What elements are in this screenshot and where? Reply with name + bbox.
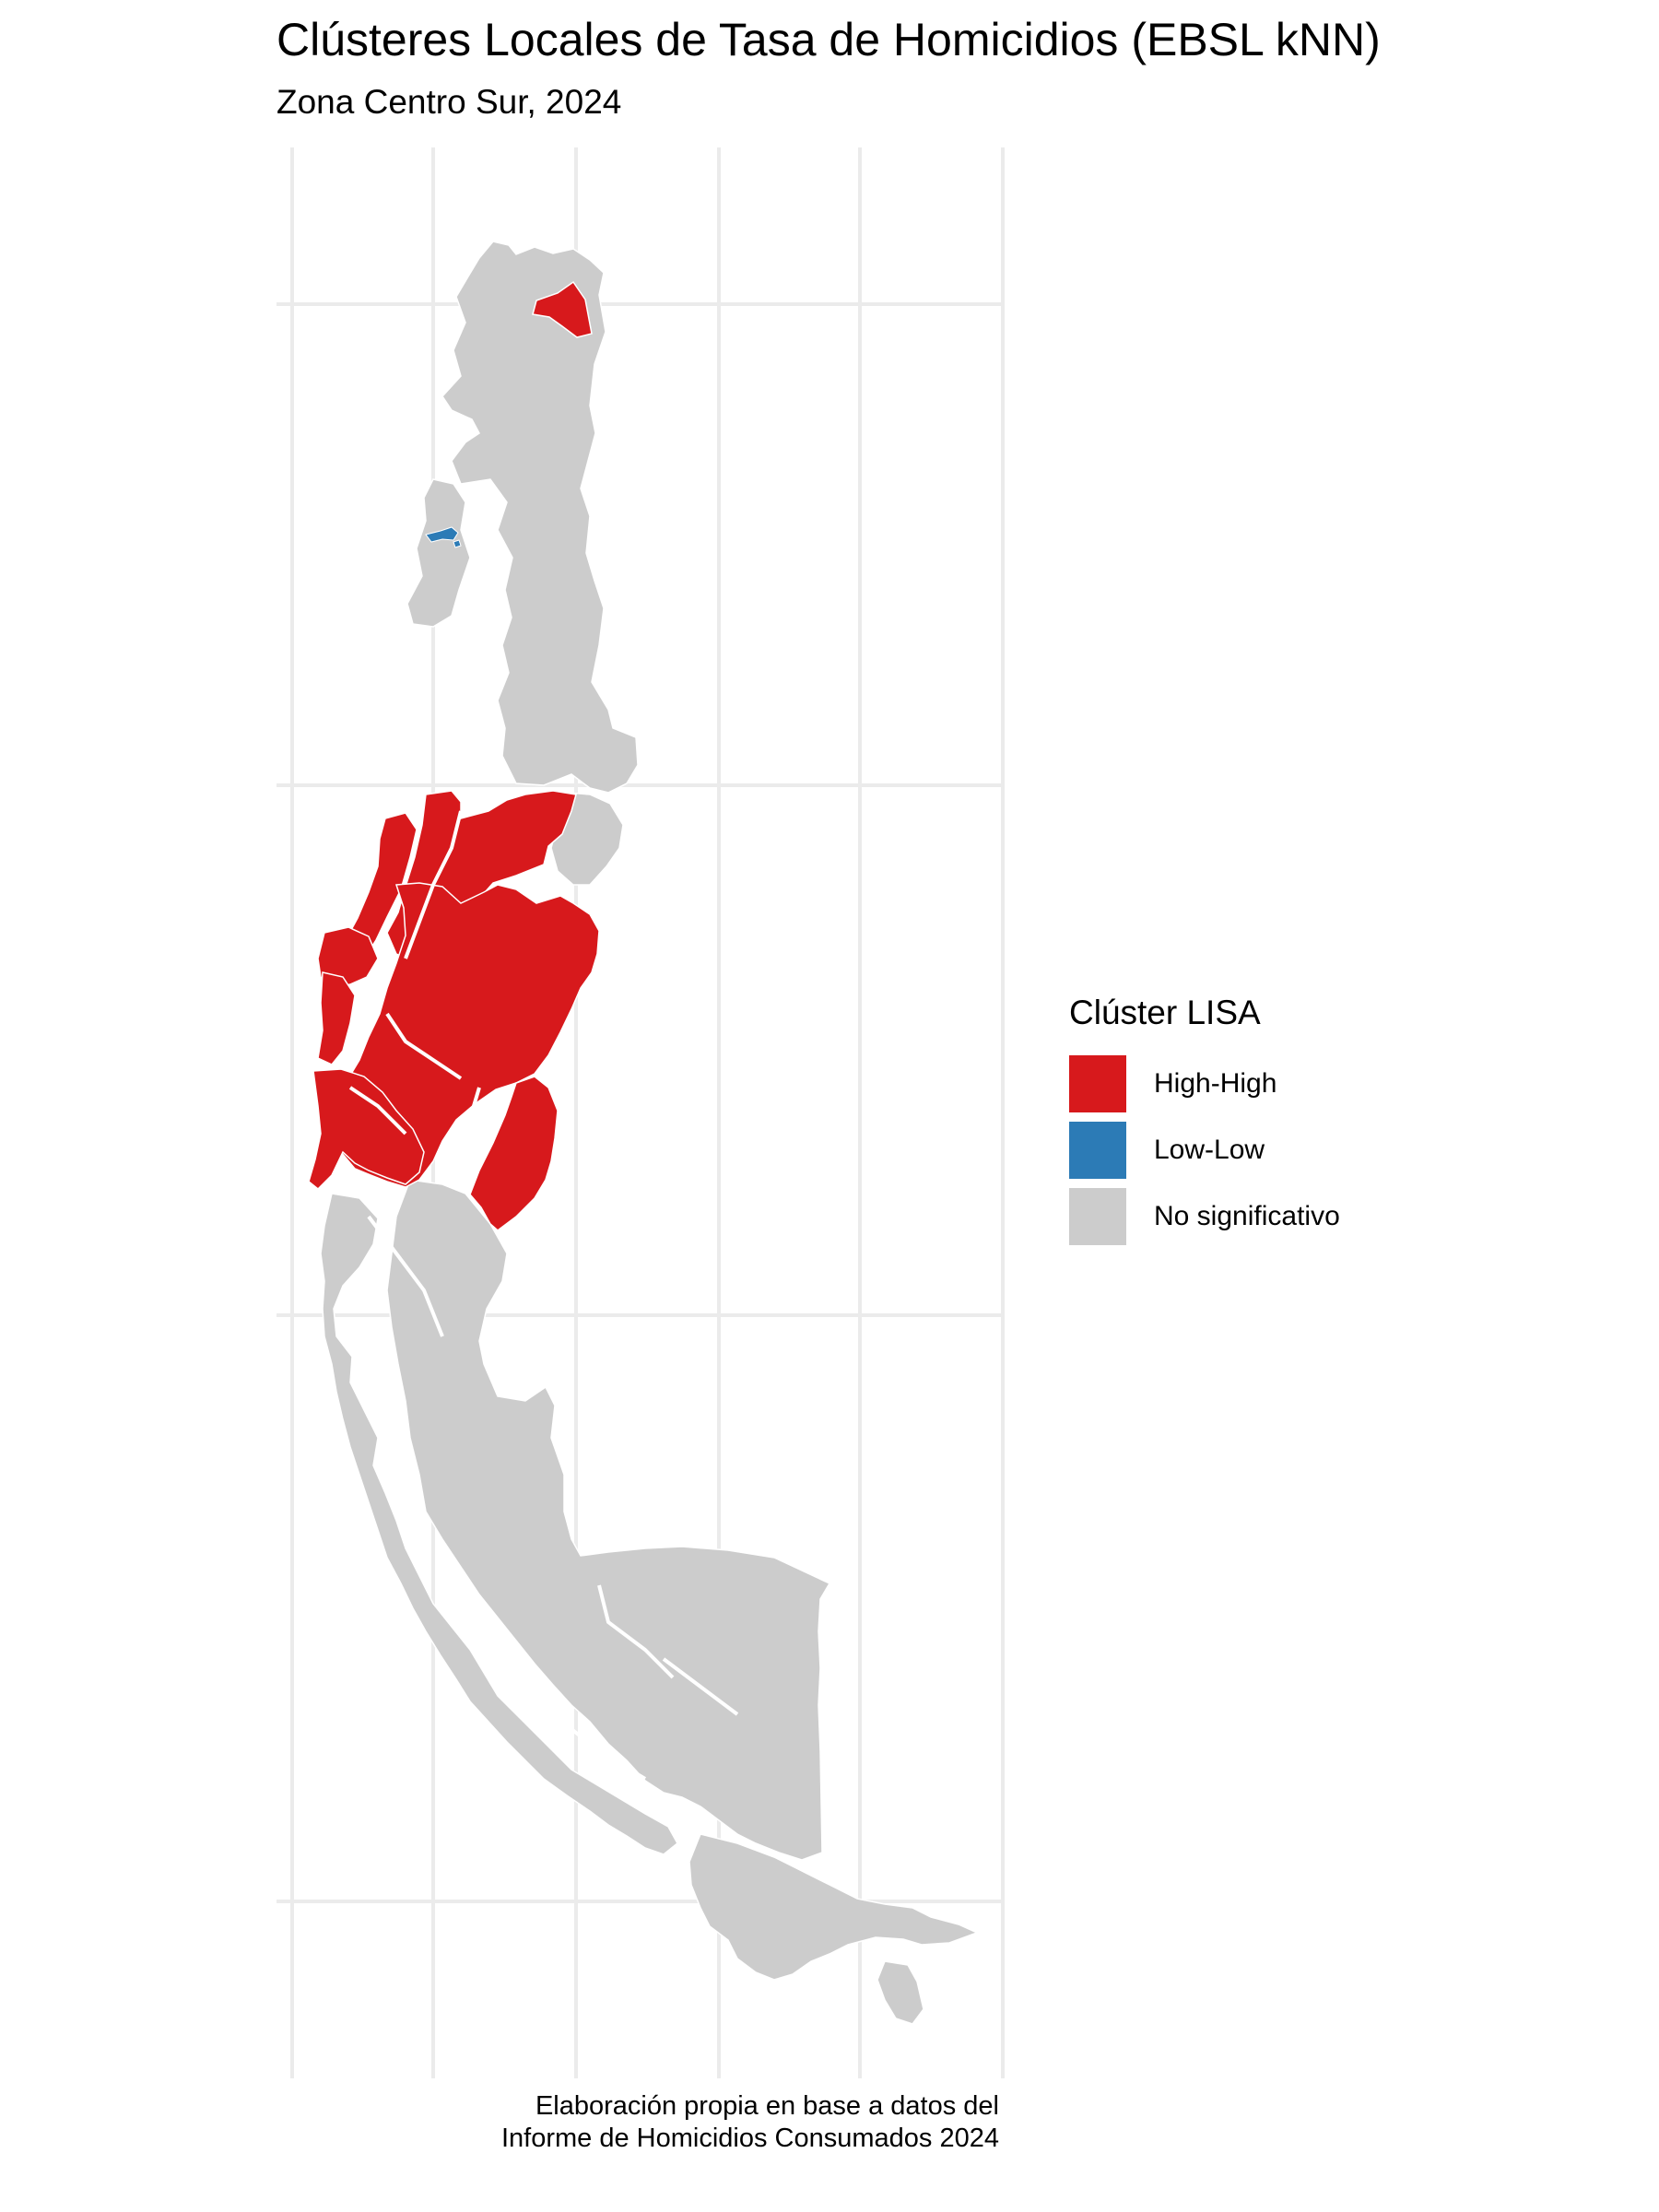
fjord-channel	[348, 1086, 407, 1135]
region-high-high-north	[532, 280, 593, 338]
fjord-channels	[348, 810, 739, 1781]
fjord-channel	[385, 1012, 463, 1080]
map-title: Clústeres Locales de Tasa de Homicidios …	[276, 14, 1381, 65]
region-low-low-islet	[453, 539, 462, 548]
region-chiloe-island	[406, 478, 471, 628]
legend-label-not-significant: No significativo	[1154, 1201, 1340, 1231]
legend-title: Clúster LISA	[1069, 994, 1261, 1031]
legend-swatch-low-low	[1069, 1122, 1126, 1179]
region-high-high-coast-west	[317, 926, 379, 989]
legend-item-not-significant: No significativo	[1069, 1187, 1340, 1246]
caption-line-1: Elaboración propia en base a datos del	[535, 2091, 999, 2121]
legend: Clúster LISA High-High Low-Low No signif…	[1069, 994, 1340, 1253]
region-north-mainland	[441, 241, 639, 794]
caption-line-2: Informe de Homicidios Consumados 2024	[501, 2124, 999, 2154]
region-tierra-del-fuego	[688, 1833, 979, 1981]
region-high-high-aysen-center	[333, 882, 600, 1188]
fjord-channel	[551, 1712, 647, 1781]
regions-not-significant	[320, 241, 979, 2025]
region-patagonia-south-mainland	[386, 1179, 831, 1861]
legend-item-low-low: Low-Low	[1069, 1121, 1340, 1180]
region-high-high-island-wedge	[317, 971, 356, 1065]
legend-label-high-high: High-High	[1154, 1068, 1277, 1099]
source-caption: Elaboración propia en base a datos del I…	[262, 2090, 999, 2156]
fjord-channel	[662, 1657, 739, 1716]
region-high-high-archipelago-south	[308, 1068, 425, 1191]
fjord-channel	[597, 1584, 675, 1679]
region-low-low	[425, 526, 459, 543]
fjord-channel	[454, 1087, 481, 1190]
axis-ticks	[290, 2065, 1005, 2078]
fjord-channel	[404, 810, 463, 959]
map-subtitle: Zona Centro Sur, 2024	[276, 83, 622, 121]
legend-label-low-low: Low-Low	[1154, 1135, 1265, 1165]
region-western-archipelago	[320, 1193, 678, 1855]
regions-low-low	[425, 526, 462, 548]
legend-item-high-high: High-High	[1069, 1054, 1340, 1113]
regions-high-high	[308, 280, 600, 1231]
region-high-high-aysen-south	[469, 1076, 559, 1231]
legend-swatch-not-significant	[1069, 1188, 1126, 1245]
fjord-channel	[367, 1215, 444, 1337]
legend-swatch-high-high	[1069, 1055, 1126, 1112]
region-southern-islands	[877, 1960, 924, 2025]
